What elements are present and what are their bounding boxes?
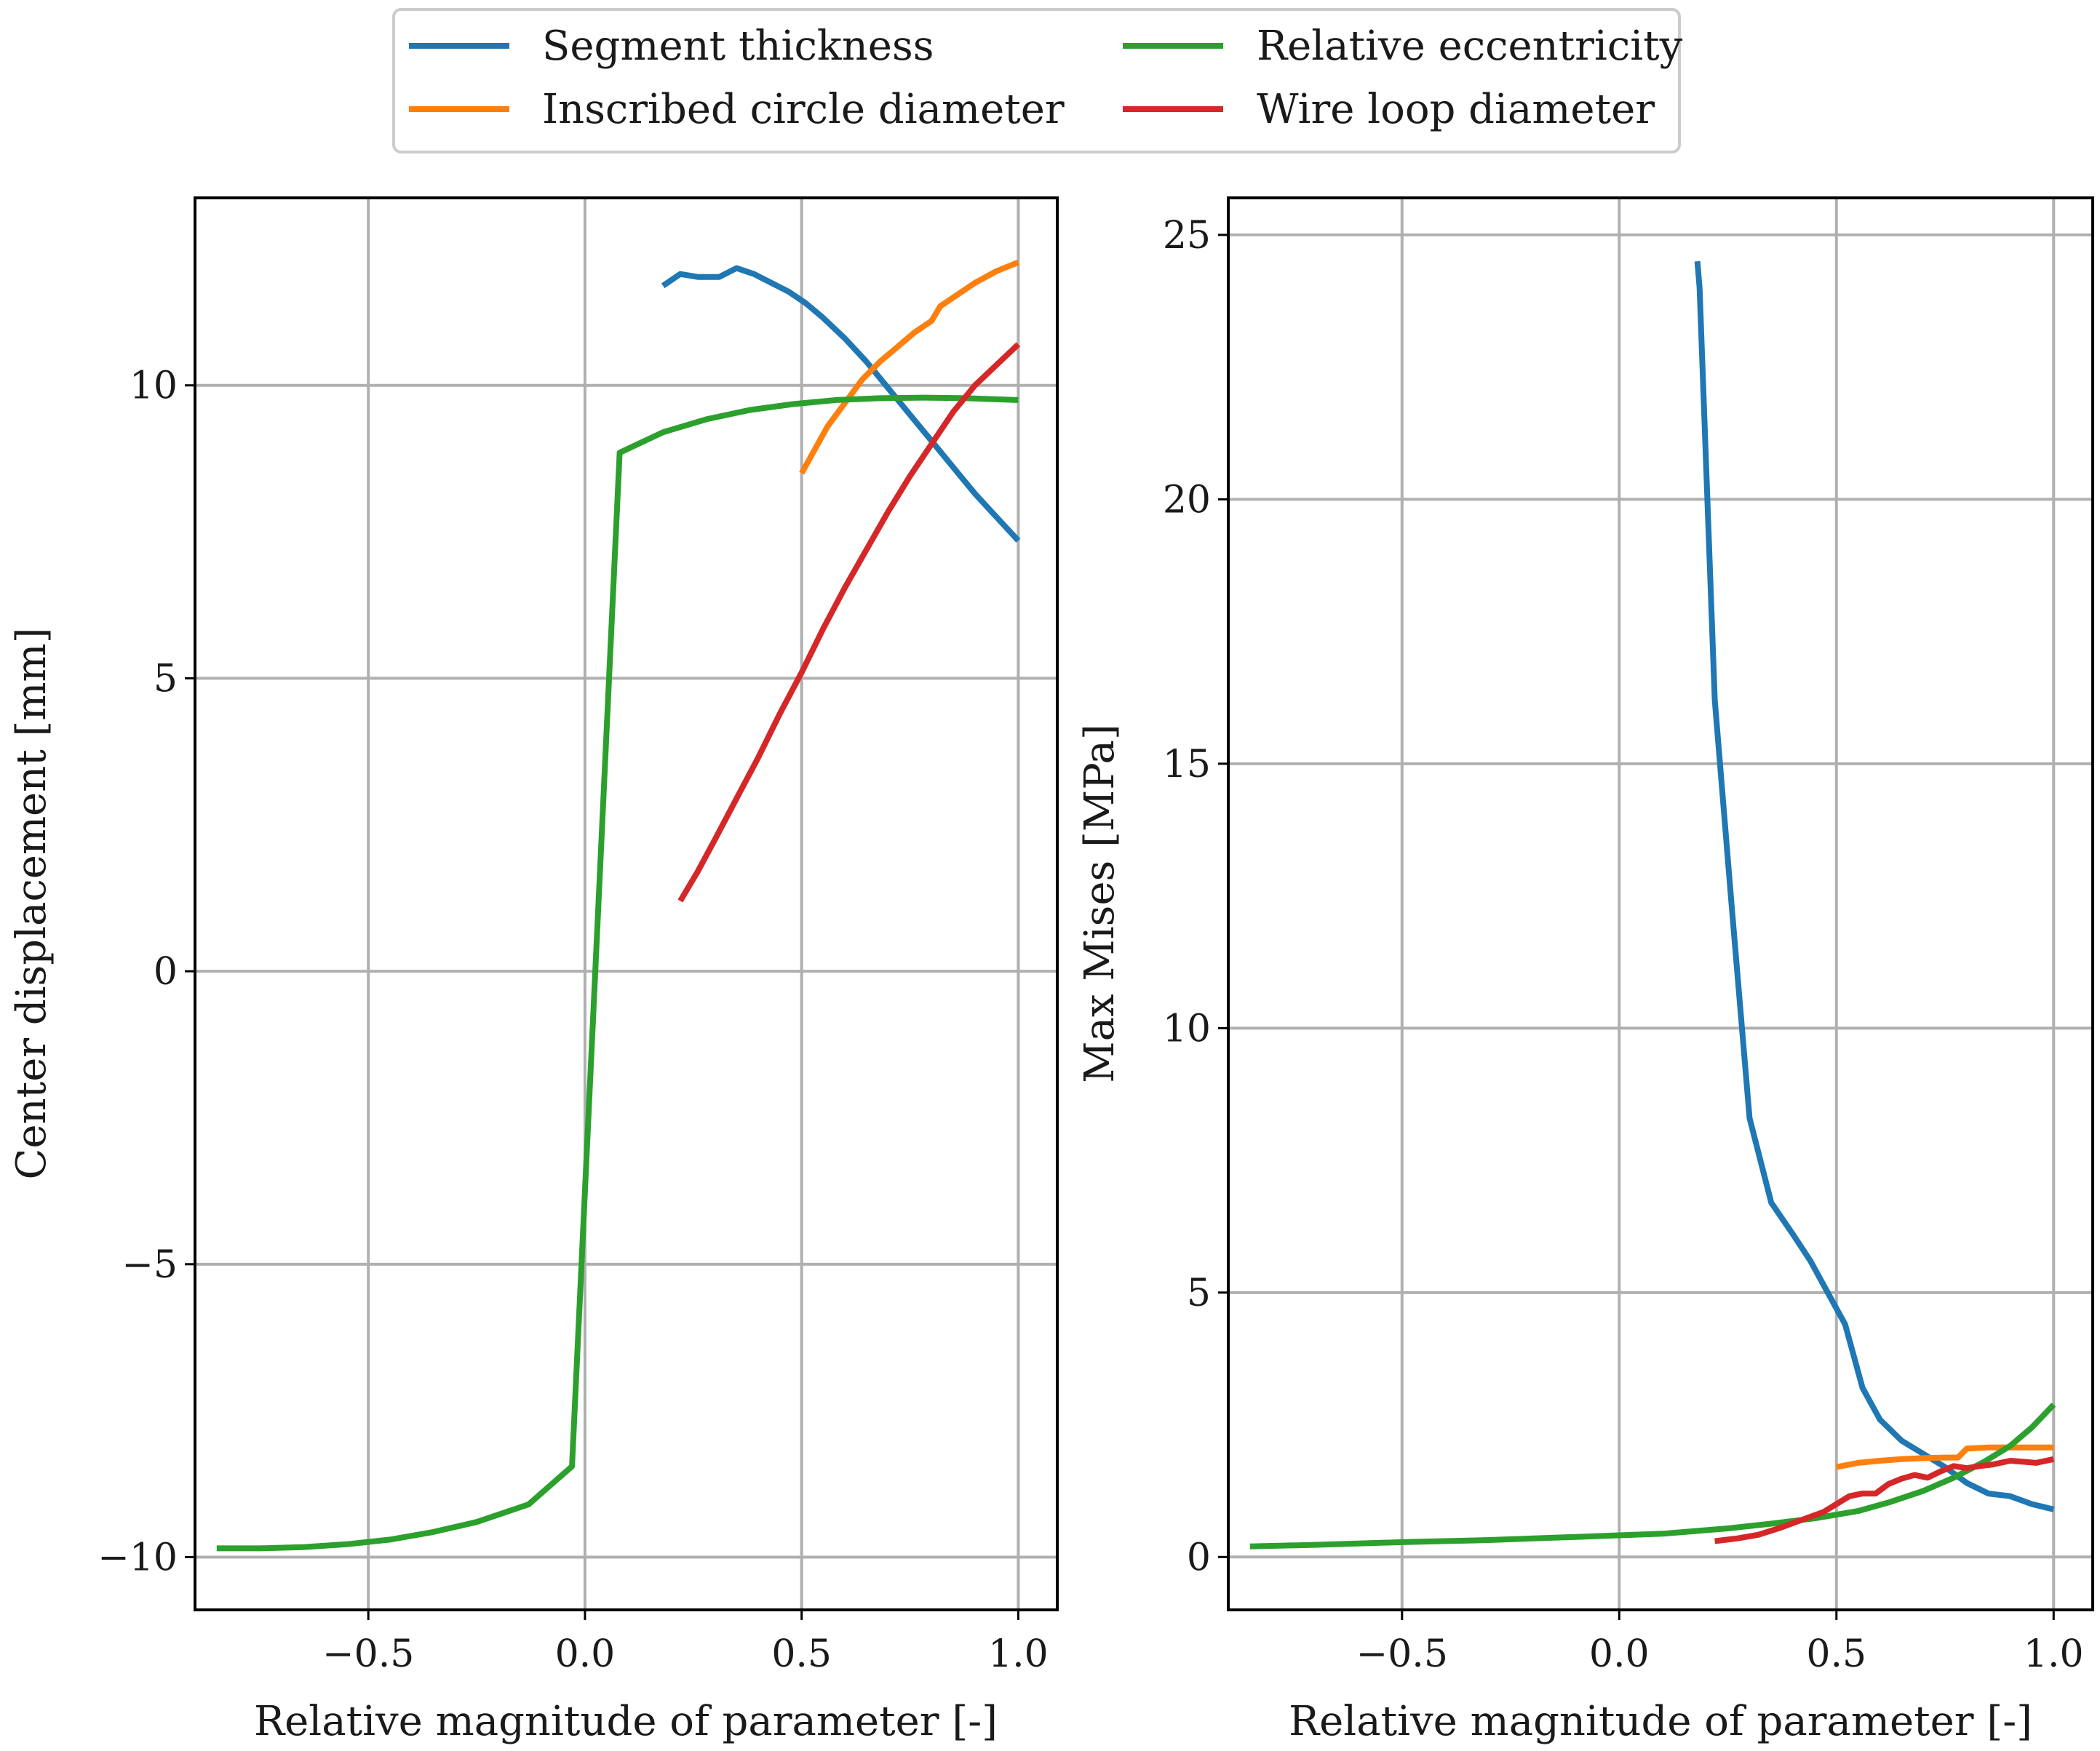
legend-label-inscribed-circle-diameter: Inscribed circle diameter: [542, 86, 1065, 133]
right-chart-x-tick-label: 1.0: [2024, 1632, 2084, 1676]
left-chart-series-relative-eccentricity: [216, 394, 1019, 1552]
right-chart-x-axis-label: Relative magnitude of parameter [-]: [1289, 1698, 2032, 1745]
left-chart-y-tick-label: −5: [122, 1243, 178, 1287]
left-chart-x-tick-label: 0.5: [771, 1632, 832, 1676]
left-chart: −0.5 0.0 0.5 1.0 −10 −5 0 5 10 Relative magnitud…: [8, 196, 1059, 1745]
legend: Segment thickness Inscribed circle diame…: [392, 8, 1683, 153]
left-chart-series-wire-loop-diameter: [677, 342, 1021, 903]
left-chart-y-tick-label: 10: [130, 364, 178, 408]
left-chart-series-inscribed-circle-diameter: [799, 259, 1019, 475]
legend-label-relative-eccentricity: Relative eccentricity: [1257, 23, 1683, 70]
right-chart-grid: [1228, 198, 2093, 1610]
right-chart-y-tick-label: 25: [1163, 214, 1211, 258]
right-chart-series-segment-thickness: [1694, 260, 2055, 1512]
right-chart-x-tick-label: −0.5: [1356, 1632, 1448, 1676]
right-chart-frame: [1227, 196, 2094, 1611]
left-chart-y-axis-label: Center displacement [mm]: [8, 628, 55, 1180]
right-chart-y-tick-label: 15: [1163, 743, 1211, 786]
right-chart-y-tick-label: 10: [1163, 1007, 1211, 1050]
left-chart-series: [216, 259, 1021, 1552]
right-chart-x-tick-label: 0.0: [1589, 1632, 1650, 1676]
right-chart-series-inscribed-circle-diameter: [1836, 1444, 2054, 1470]
right-chart-series: [1249, 260, 2056, 1549]
right-chart-y-tick-label: 20: [1163, 478, 1211, 522]
right-chart-y-tick-label: 0: [1187, 1536, 1211, 1579]
right-chart-series-wire-loop-diameter: [1714, 1456, 2055, 1544]
left-chart-x-axis-label: Relative magnitude of parameter [-]: [254, 1698, 998, 1745]
left-chart-x-tick-label: 0.0: [555, 1632, 616, 1676]
right-chart-ticks: −0.5 0.0 0.5 1.0 0 5 10 15 20 25: [1163, 214, 2084, 1676]
right-chart-series-relative-eccentricity: [1249, 1403, 2056, 1549]
right-chart: −0.5 0.0 0.5 1.0 0 5 10 15 20 25 Relative magnitu…: [1076, 196, 2094, 1745]
left-chart-y-tick-label: 5: [154, 657, 178, 701]
left-chart-ticks: −0.5 0.0 0.5 1.0 −10 −5 0 5 10: [98, 364, 1049, 1676]
legend-frame: [392, 8, 1681, 153]
right-chart-y-axis-label: Max Mises [MPa]: [1076, 724, 1123, 1082]
left-chart-x-tick-label: −0.5: [322, 1632, 414, 1676]
left-chart-y-tick-label: −10: [98, 1536, 178, 1580]
left-chart-grid: [195, 198, 1057, 1610]
left-chart-frame: [194, 196, 1059, 1611]
left-chart-x-tick-label: 1.0: [988, 1632, 1049, 1676]
right-chart-y-tick-label: 5: [1187, 1272, 1211, 1315]
legend-label-wire-loop-diameter: Wire loop diameter: [1257, 86, 1655, 133]
legend-label-segment-thickness: Segment thickness: [542, 23, 934, 70]
left-chart-y-tick-label: 0: [154, 950, 178, 994]
left-chart-series-segment-thickness: [661, 265, 1021, 543]
right-chart-x-tick-label: 0.5: [1806, 1632, 1866, 1676]
